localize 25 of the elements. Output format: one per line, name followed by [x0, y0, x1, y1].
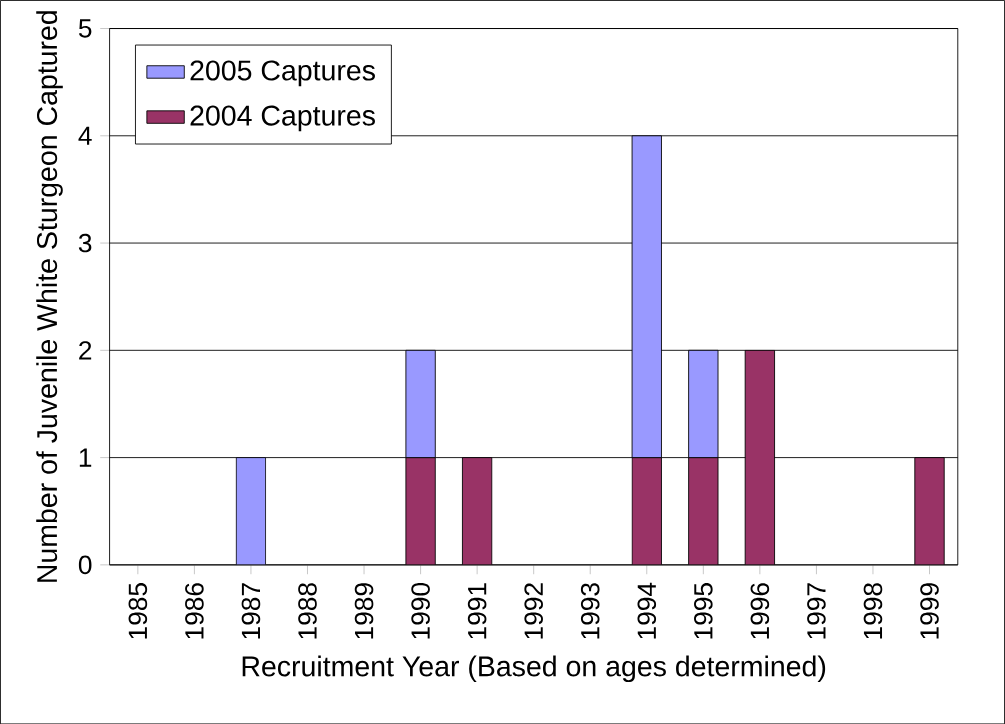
x-tick-label: 1994 — [637, 582, 657, 639]
x-tick-label: 1991 — [467, 583, 487, 639]
y-tick-label: 5 — [78, 19, 92, 38]
y-tick-label: 2 — [79, 340, 92, 360]
legend-label: 2005 Captures — [190, 60, 375, 87]
x-tick-label: 1993 — [580, 582, 600, 639]
x-tick-label: 1996 — [750, 582, 770, 639]
x-tick-label: 1995 — [694, 582, 713, 639]
x-tick-label: 1986 — [185, 582, 204, 639]
x-tick-label: 1990 — [411, 582, 430, 639]
y-tick-label: 0 — [78, 555, 92, 574]
x-tick-label: 1997 — [807, 583, 826, 639]
x-tick-label: 1989 — [354, 583, 374, 639]
x-axis-title: Recruitment Year (Based on ages determined) — [242, 655, 826, 682]
y-tick-label: 3 — [78, 233, 92, 253]
legend-label: 2004 Captures — [190, 105, 375, 132]
x-tick-label: 1999 — [920, 583, 939, 639]
x-tick-label: 1998 — [863, 582, 883, 639]
x-tick-label: 1985 — [128, 582, 148, 639]
x-tick-label: 1987 — [241, 583, 261, 639]
x-tick-label: 1992 — [524, 583, 543, 639]
x-tick-label: 1988 — [298, 582, 317, 639]
y-axis-title: Number of Juvenile White Sturgeon Captured — [36, 10, 63, 582]
y-tick-label: 1 — [79, 448, 92, 467]
y-tick-label: 4 — [78, 126, 92, 145]
